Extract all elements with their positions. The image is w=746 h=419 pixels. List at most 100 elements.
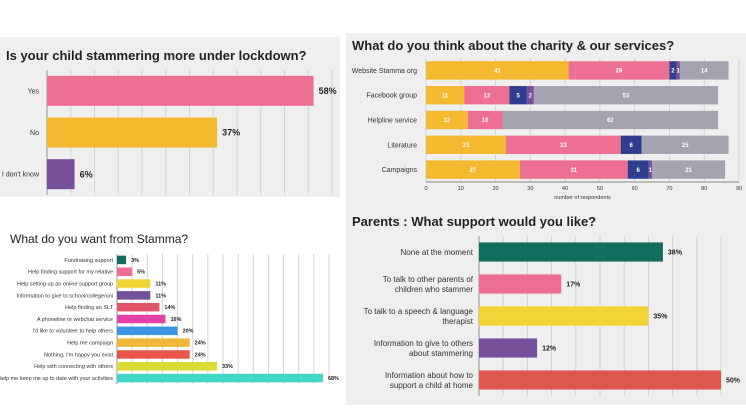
x-tick-label: 10 <box>458 186 464 192</box>
stacked-segment <box>464 86 510 105</box>
value-label: 17% <box>566 281 581 288</box>
segment-label: 2 <box>671 69 675 75</box>
value-label: 11% <box>155 293 166 299</box>
segment-label: 23 <box>463 143 470 149</box>
stacked-segment <box>627 160 649 179</box>
category-label: Help me campaign <box>67 341 113 347</box>
bar <box>479 338 538 358</box>
value-label: 3% <box>131 258 139 264</box>
bar <box>117 291 151 300</box>
category-label: Information about how to support a child … <box>385 371 474 390</box>
segment-label: 10 <box>482 118 489 124</box>
category-label: None at the moment <box>401 248 474 257</box>
value-label: 16% <box>170 317 181 323</box>
category-label: Help finding an SLT <box>65 305 114 311</box>
segment-label: 27 <box>470 168 477 174</box>
category-label: To talk to other parents of children who … <box>383 275 474 294</box>
segment-label: 1 <box>649 168 653 174</box>
stacked-segment <box>426 86 465 105</box>
category-label: Campaigns <box>382 167 418 174</box>
value-label: 35% <box>653 313 668 320</box>
x-tick-label: 70 <box>666 186 672 192</box>
segment-label: 25 <box>682 143 689 149</box>
category-label: Helpline service <box>368 118 418 125</box>
x-axis-label: number of respondents <box>554 195 611 201</box>
category-label: Website Stamma org <box>352 68 417 75</box>
segment-label: 6 <box>636 168 640 174</box>
stacked-segment <box>519 160 628 179</box>
stacked-segment <box>620 135 642 154</box>
segment-label: 14 <box>701 69 708 75</box>
stacked-segment <box>676 61 680 80</box>
chart-title-lockdown: Is your child stammering more under lock… <box>6 48 307 63</box>
bar <box>479 274 562 294</box>
value-label: 68% <box>328 376 339 382</box>
category-label: Information to give to school/college/un… <box>16 293 113 299</box>
category-label: Fundraising support <box>64 258 113 264</box>
bar <box>479 306 649 326</box>
bar <box>479 242 663 262</box>
segment-label: 21 <box>685 168 692 174</box>
chart-want: Fundraising support 3% Help finding suppor… <box>0 254 339 384</box>
value-label: 12% <box>542 345 557 352</box>
value-label: 50% <box>726 377 741 384</box>
x-tick-label: 60 <box>632 186 638 192</box>
category-label: Help finding support for my relative <box>28 270 113 276</box>
segment-label: 33 <box>560 143 567 149</box>
stacked-segment <box>568 61 670 80</box>
stacked-segment <box>679 61 729 80</box>
segment-label: 31 <box>570 168 577 174</box>
category-label: Information to give to others about stamm… <box>374 339 473 358</box>
category-label: Yes <box>28 88 40 95</box>
x-tick-label: 40 <box>562 186 568 192</box>
x-tick-label: 80 <box>701 186 707 192</box>
segment-label: 29 <box>616 69 623 75</box>
segment-label: 5 <box>516 93 520 99</box>
category-label: Nothing, I'm happy you exist <box>44 352 113 358</box>
chart-title-want: What do you want from Stamma? <box>10 232 188 246</box>
x-tick-label: 90 <box>736 186 742 192</box>
segment-label: 62 <box>607 118 614 124</box>
value-label: 33% <box>222 364 233 370</box>
bar <box>117 255 127 265</box>
bar <box>117 373 323 383</box>
x-tick-label: 0 <box>424 186 427 192</box>
bar <box>117 326 178 336</box>
chart-title-charity: What do you think about the charity & ou… <box>352 38 674 53</box>
segment-label: 6 <box>630 143 634 149</box>
chart-lockdown: Yes 58% No 37% I don't know 6% <box>2 70 337 195</box>
category-label: Help with connecting with others <box>34 364 113 370</box>
segment-label: 13 <box>484 93 491 99</box>
stacked-segment <box>426 135 506 154</box>
segment-label: 2 <box>529 93 533 99</box>
value-label: 24% <box>195 352 206 358</box>
category-label: Facebook group <box>366 93 417 100</box>
bar <box>117 314 166 324</box>
category-label: Help setting up an online support group <box>17 281 113 287</box>
bar <box>117 362 217 371</box>
value-label: 6% <box>80 169 93 179</box>
bar <box>47 159 75 190</box>
chart-charity: 0 10 20 30 40 50 60 70 80 90 number of respondents… <box>352 58 742 201</box>
category-label: Help me keep me up to date with your act… <box>0 376 113 382</box>
stacked-segment <box>533 86 719 105</box>
chart-title-parents: Parents : What support would you like? <box>352 214 596 229</box>
category-label: A phoneline or webchat service <box>37 317 113 323</box>
segment-label: 41 <box>494 69 501 75</box>
value-label: 38% <box>668 249 683 256</box>
stacked-segment <box>426 160 520 179</box>
segment-label: 1 <box>676 69 680 75</box>
stacked-segment <box>648 160 653 179</box>
bar <box>117 279 151 288</box>
value-label: 20% <box>183 329 194 335</box>
segment-label: 53 <box>623 93 630 99</box>
bar <box>117 267 133 276</box>
value-label: 58% <box>319 86 337 96</box>
stacked-segment <box>426 61 569 80</box>
stacked-segment <box>509 86 527 105</box>
segment-label: 12 <box>444 118 451 124</box>
category-label: I don't know <box>2 172 40 179</box>
x-tick-label: 20 <box>492 186 498 192</box>
bar <box>47 117 218 148</box>
value-label: 5% <box>137 270 145 276</box>
